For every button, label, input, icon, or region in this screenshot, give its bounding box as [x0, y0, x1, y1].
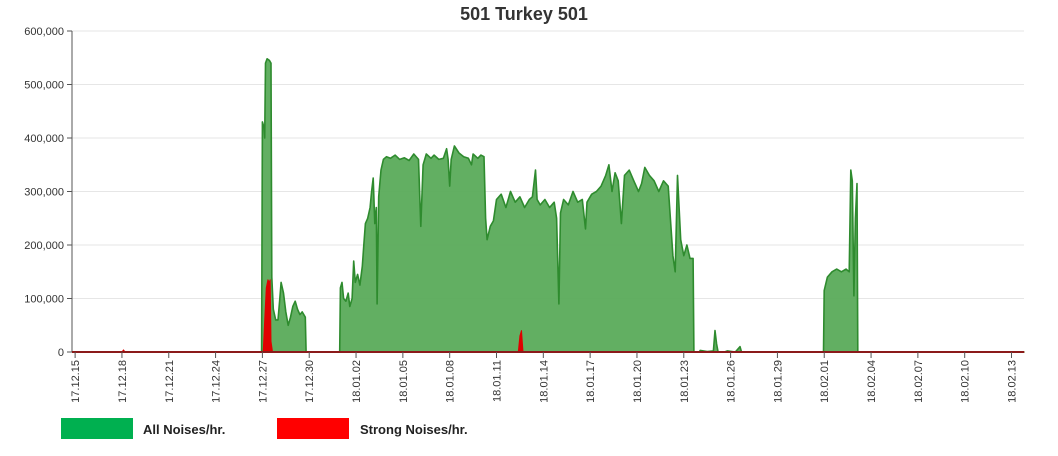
x-tick-label: 18.02.01 [819, 360, 831, 403]
x-tick-label: 18.01.20 [632, 360, 644, 403]
x-tick-label: 18.01.29 [772, 360, 784, 403]
x-tick-label: 17.12.15 [70, 360, 82, 403]
axes: 0 100,000 200,000 300,000 400,000 500,000 600,… [24, 26, 1024, 403]
all-noises-area [74, 58, 1025, 353]
x-tick-label: 17.12.21 [164, 360, 176, 403]
y-tick-label: 500,000 [24, 80, 64, 92]
y-tick-label: 400,000 [24, 133, 64, 145]
chart-title: 501 Turkey 501 [460, 4, 588, 24]
series-areas [74, 58, 1025, 353]
x-tick-label: 18.01.26 [726, 360, 738, 403]
x-tick-label: 17.12.18 [117, 360, 129, 403]
x-tick-label: 18.01.08 [445, 360, 457, 403]
x-tick-label: 17.12.30 [304, 360, 316, 403]
x-tick-label: 18.01.05 [398, 360, 410, 403]
grid-lines [72, 30, 1024, 299]
x-tick-label: 18.01.17 [585, 360, 597, 403]
legend-strong-noises-swatch [277, 418, 349, 439]
legend-strong-noises-label: Strong Noises/hr. [360, 422, 468, 437]
x-tick-label: 18.01.14 [538, 360, 550, 403]
x-tick-label: 18.01.11 [491, 360, 503, 402]
x-tick-label: 17.12.27 [257, 360, 269, 403]
x-tick-label: 18.02.04 [866, 360, 878, 403]
x-tick-label: 18.02.10 [960, 360, 972, 403]
x-tick-label: 18.02.13 [1007, 360, 1019, 403]
y-tick-label: 600,000 [24, 26, 64, 38]
x-tick-label: 18.02.07 [913, 360, 925, 403]
legend: All Noises/hr. Strong Noises/hr. [61, 418, 468, 439]
y-tick-label: 100,000 [24, 294, 64, 306]
x-tick-label: 18.01.02 [351, 360, 363, 403]
x-tick-label: 18.01.23 [679, 360, 691, 403]
y-tick-label: 200,000 [24, 240, 64, 252]
legend-all-noises-label: All Noises/hr. [143, 422, 225, 437]
x-tick-label: 17.12.24 [211, 360, 223, 403]
legend-all-noises-swatch [61, 418, 133, 439]
y-tick-label: 300,000 [24, 187, 64, 199]
y-tick-label: 0 [58, 347, 64, 359]
